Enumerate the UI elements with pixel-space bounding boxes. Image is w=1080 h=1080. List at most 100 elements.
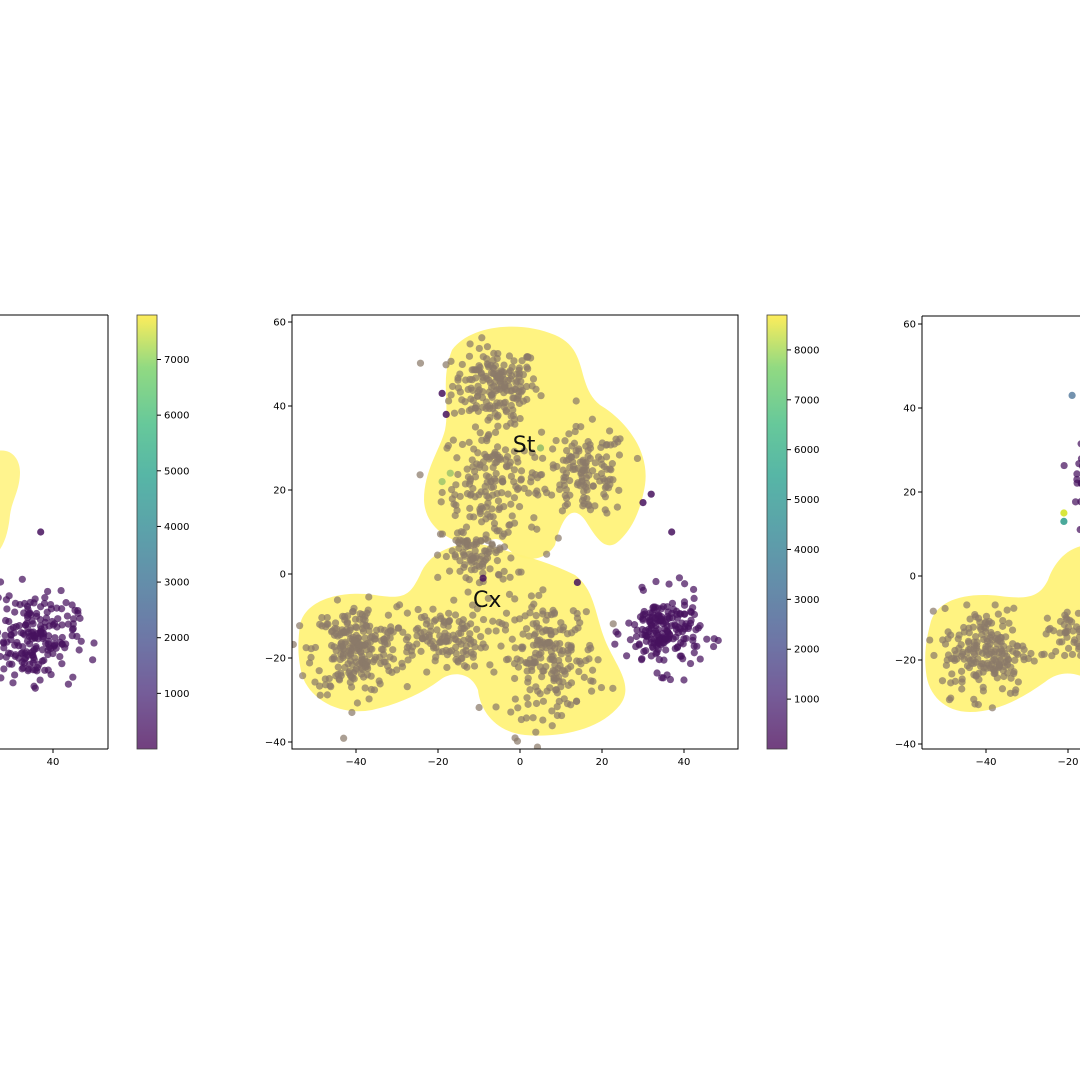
scatter-point xyxy=(434,573,442,582)
y-tick-label: 20 xyxy=(903,488,916,499)
scatter-point xyxy=(539,454,547,462)
scatter-point xyxy=(475,703,483,712)
scatter-point xyxy=(609,684,617,692)
scatter-point xyxy=(484,594,492,603)
scatter-point xyxy=(550,609,559,617)
scatter-point xyxy=(494,570,503,579)
scatter-point xyxy=(524,700,532,708)
scatter-point xyxy=(638,655,646,663)
scatter-point xyxy=(569,465,577,474)
scatter-point xyxy=(1061,627,1070,636)
scatter-point xyxy=(648,643,657,651)
scatter-point xyxy=(675,574,684,582)
scatter-point xyxy=(404,633,412,641)
scatter-point xyxy=(547,630,555,638)
scatter-point xyxy=(352,623,360,631)
scatter-point xyxy=(1060,461,1068,470)
scatter-point xyxy=(40,656,48,664)
scatter-point xyxy=(537,428,546,436)
scatter-point xyxy=(1007,674,1015,682)
scatter-point xyxy=(373,626,381,634)
scatter-point xyxy=(456,567,464,575)
scatter-point xyxy=(562,494,571,502)
scatter-point xyxy=(375,677,383,685)
scatter-point xyxy=(516,414,524,423)
scatter-point xyxy=(54,615,62,623)
scatter-point xyxy=(1069,627,1077,635)
colorbar-tick-label: 1000 xyxy=(164,689,189,700)
y-tick-label: 20 xyxy=(273,486,286,497)
scatter-point xyxy=(472,374,480,382)
scatter-point xyxy=(394,624,403,632)
scatter-point xyxy=(938,677,947,685)
scatter-point xyxy=(657,613,665,621)
scatter-point xyxy=(491,378,499,386)
scatter-point xyxy=(478,334,486,342)
scatter-point xyxy=(32,609,41,618)
scatter-point xyxy=(459,529,467,537)
scatter-point xyxy=(1071,636,1079,644)
scatter-point xyxy=(978,630,986,639)
scatter-point xyxy=(444,397,453,405)
scatter-point xyxy=(444,442,452,450)
scatter-point xyxy=(1045,626,1053,634)
scatter-point xyxy=(452,536,460,544)
scatter-point xyxy=(552,686,560,694)
scatter-point xyxy=(386,627,394,635)
scatter-point xyxy=(510,466,518,474)
scatter-point xyxy=(672,633,680,641)
scatter-point xyxy=(994,610,1002,618)
scatter-point xyxy=(58,605,66,613)
scatter-point xyxy=(23,611,32,619)
region-label-cx: Cx xyxy=(473,588,501,613)
scatter-point xyxy=(18,665,26,673)
scatter-point xyxy=(479,353,487,361)
scatter-point xyxy=(525,632,533,640)
scatter-point xyxy=(674,623,682,632)
scatter-point xyxy=(577,660,585,668)
scatter-point xyxy=(448,382,457,391)
scatter-point xyxy=(460,636,468,644)
scatter-point xyxy=(31,595,39,603)
scatter-point xyxy=(558,507,566,515)
scatter-point xyxy=(1012,649,1021,657)
scatter-point xyxy=(340,734,348,742)
scatter-point xyxy=(608,460,616,468)
scatter-point xyxy=(502,406,510,414)
scatter-point xyxy=(645,627,653,636)
scatter-point xyxy=(499,575,507,583)
scatter-point xyxy=(0,578,5,586)
scatter-point xyxy=(534,491,542,499)
scatter-point xyxy=(494,497,503,505)
scatter-point xyxy=(2,596,10,604)
scatter-point xyxy=(413,640,421,648)
y-tick-label: −40 xyxy=(895,740,916,751)
scatter-point xyxy=(564,665,572,673)
scatter-point xyxy=(1077,651,1080,660)
scatter-point xyxy=(546,655,554,663)
x-tick-label: 20 xyxy=(596,757,609,768)
scatter-point xyxy=(437,498,445,506)
scatter-point xyxy=(15,622,24,630)
scatter-point xyxy=(1073,475,1080,484)
center-colorbar xyxy=(766,314,788,750)
scatter-point xyxy=(478,436,486,444)
scatter-point xyxy=(508,635,516,643)
scatter-point xyxy=(568,442,576,450)
scatter-point xyxy=(613,503,621,511)
outlier-point xyxy=(573,578,582,587)
scatter-point xyxy=(358,665,367,674)
scatter-point xyxy=(680,676,688,684)
scatter-point xyxy=(1075,627,1080,636)
scatter-point xyxy=(508,372,516,380)
scatter-point xyxy=(999,622,1007,630)
scatter-point xyxy=(466,504,474,512)
scatter-point xyxy=(1056,629,1064,637)
colorbar-tick-label: 6000 xyxy=(794,445,819,456)
scatter-point xyxy=(518,645,526,653)
scatter-point xyxy=(677,639,685,647)
scatter-point xyxy=(673,614,682,622)
scatter-point xyxy=(505,590,514,598)
scatter-point xyxy=(436,530,445,538)
scatter-point xyxy=(323,613,331,622)
